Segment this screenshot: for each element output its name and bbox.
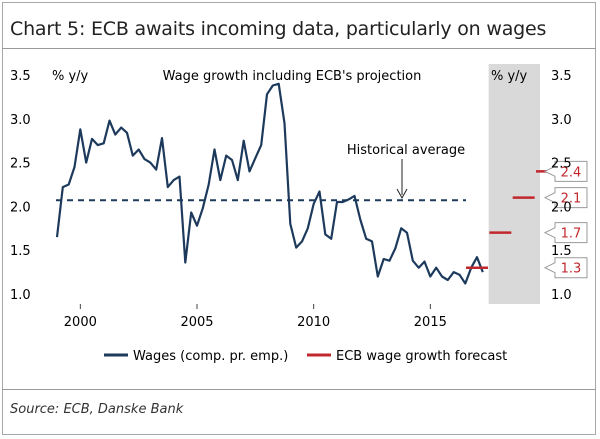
y-axis-left-unit: % y/y xyxy=(52,69,89,84)
historical-average-arrow-head xyxy=(396,188,408,200)
title-divider xyxy=(2,48,596,49)
y-axis-right: 1.0 1.5 2.0 2.5 3.0 3.5 xyxy=(551,69,572,303)
y-tick-right-3.5: 3.5 xyxy=(551,69,572,84)
forecast-label-1.3: 1.3 xyxy=(561,262,582,277)
forecast-callouts: 1.3 1.7 2.1 2.4 xyxy=(543,160,588,279)
y-tick-left-2.0: 2.0 xyxy=(10,200,31,215)
forecast-callout-1.3 xyxy=(543,257,588,279)
y-axis-right-unit: % y/y xyxy=(491,69,528,84)
forecast-label-2.4: 2.4 xyxy=(561,165,582,180)
y-tick-left-3.0: 3.0 xyxy=(10,113,31,128)
x-tick-2000: 2000 xyxy=(64,315,97,330)
y-tick-right-1.0: 1.0 xyxy=(551,288,572,303)
wages-series-line xyxy=(55,82,484,285)
source-note: Source: ECB, Danske Bank xyxy=(10,402,184,417)
x-tick-2015: 2015 xyxy=(414,315,447,330)
forecast-label-2.1: 2.1 xyxy=(561,192,582,207)
y-tick-right-1.5: 1.5 xyxy=(551,244,572,259)
y-tick-left-3.5: 3.5 xyxy=(10,69,31,84)
y-tick-right-2.5: 2.5 xyxy=(551,157,572,172)
x-axis: 2000 2005 2010 2015 xyxy=(64,304,447,330)
y-tick-left-1.5: 1.5 xyxy=(10,244,31,259)
x-tick-2005: 2005 xyxy=(180,315,213,330)
y-tick-right-3.0: 3.0 xyxy=(551,113,572,128)
page-title: Chart 5: ECB awaits incoming data, parti… xyxy=(10,18,547,40)
y-tick-left-1.0: 1.0 xyxy=(10,288,31,303)
y-tick-right-2.0: 2.0 xyxy=(551,200,572,215)
legend-wages-label: Wages (comp. pr. emp.) xyxy=(133,349,288,364)
source-divider xyxy=(2,389,596,390)
forecast-label-1.7: 1.7 xyxy=(561,227,582,242)
legend-forecast-label: ECB wage growth forecast xyxy=(336,349,507,364)
forecast-callout-2.4 xyxy=(543,160,588,182)
y-axis-left: 1.0 1.5 2.0 2.5 3.0 3.5 xyxy=(10,69,31,303)
forecast-callout-1.7 xyxy=(543,222,588,244)
historical-average-label: Historical average xyxy=(347,143,465,158)
forecast-callout-2.1 xyxy=(543,187,588,209)
forecast-region xyxy=(488,64,540,304)
chart-subtitle: Wage growth including ECB's projection xyxy=(163,69,422,84)
y-tick-left-2.5: 2.5 xyxy=(10,157,31,172)
x-tick-2010: 2010 xyxy=(297,315,330,330)
